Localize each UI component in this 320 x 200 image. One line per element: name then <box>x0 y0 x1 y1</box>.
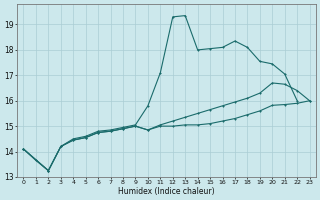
X-axis label: Humidex (Indice chaleur): Humidex (Indice chaleur) <box>118 187 215 196</box>
